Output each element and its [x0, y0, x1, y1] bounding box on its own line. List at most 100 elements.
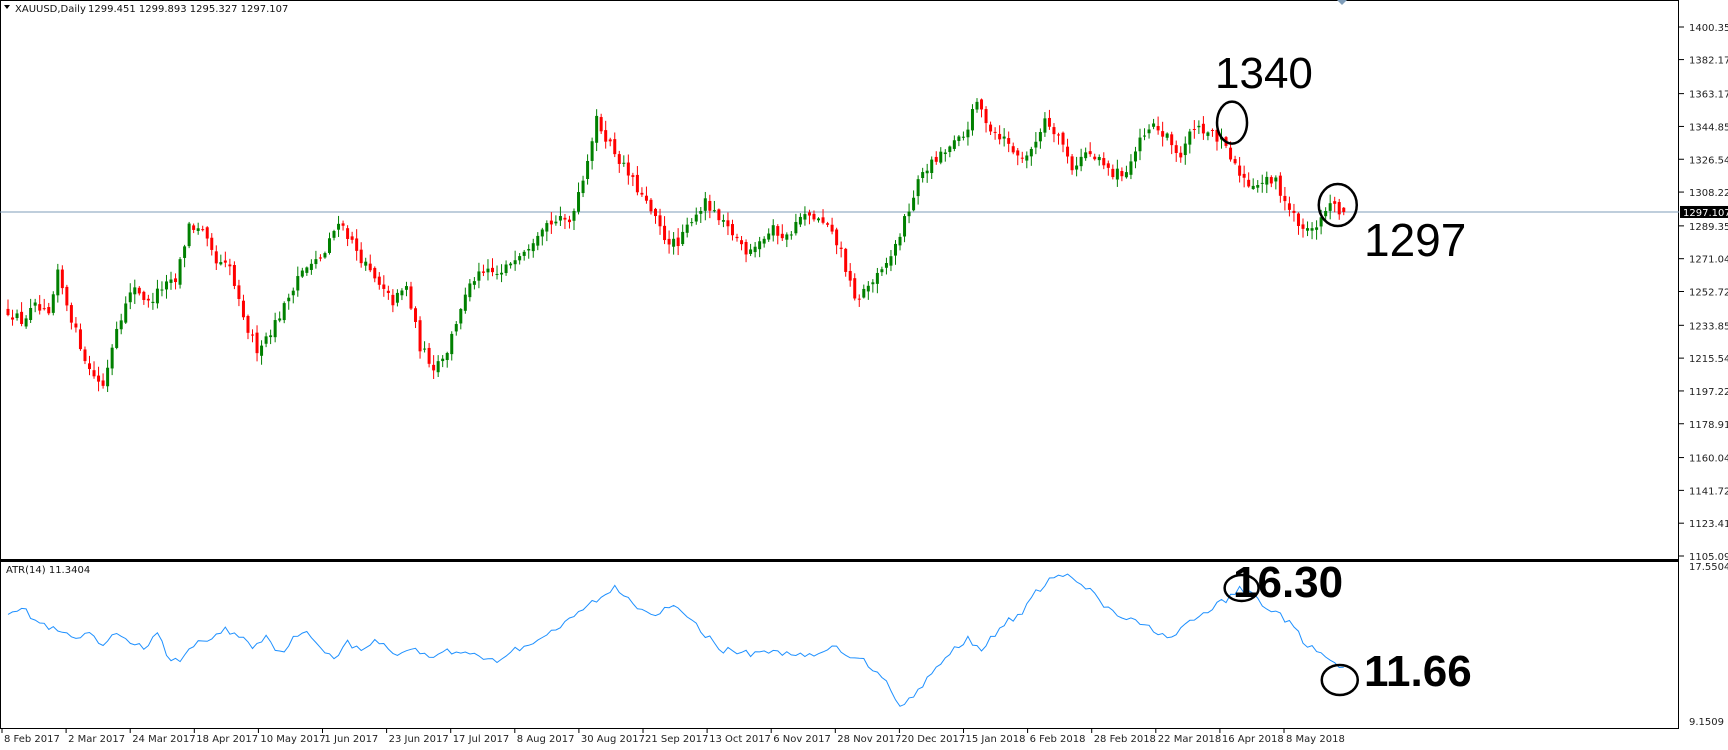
candle: [527, 244, 531, 259]
candle: [155, 279, 159, 309]
atr-line: [7, 573, 1344, 707]
annotation-label: 1297: [1364, 214, 1466, 266]
time-tick-label: 28 Nov 2017: [837, 734, 901, 745]
candle: [663, 216, 667, 245]
candle: [780, 224, 784, 241]
candle: [205, 226, 209, 247]
price-tick-label: 1344.855: [1689, 122, 1728, 133]
candle: [608, 137, 612, 147]
candle: [314, 250, 318, 269]
candle: [853, 273, 857, 301]
candle: [445, 351, 449, 368]
candle: [998, 125, 1002, 145]
candle: [6, 299, 10, 317]
candle: [305, 266, 309, 276]
price-tick-label: 1308.225: [1689, 188, 1728, 199]
main-panel-frame: [0, 0, 1679, 560]
candle: [15, 309, 19, 321]
candle: [708, 194, 712, 219]
candle: [726, 212, 730, 236]
candle: [654, 207, 658, 224]
symbol-menu-triangle-icon[interactable]: [4, 5, 10, 9]
candle: [522, 249, 526, 261]
candle: [106, 359, 110, 393]
candle: [377, 272, 381, 290]
candle: [1084, 147, 1088, 161]
candle: [1328, 194, 1332, 220]
candle: [617, 150, 621, 173]
current-price-label: 1297.107: [1683, 208, 1728, 219]
candle: [1115, 159, 1119, 187]
candle: [287, 293, 291, 310]
candle: [961, 131, 965, 141]
candle: [1242, 165, 1246, 188]
candle: [278, 311, 282, 323]
candle: [119, 313, 123, 335]
candle: [214, 245, 218, 271]
candle: [1129, 154, 1133, 180]
candle: [794, 213, 798, 236]
candle: [232, 261, 236, 290]
candle: [875, 267, 879, 294]
candle: [164, 274, 168, 299]
candle: [1296, 212, 1300, 235]
time-tick-label: 8 Feb 2017: [4, 734, 60, 745]
candle: [1120, 167, 1124, 182]
time-tick-label: 6 Nov 2017: [773, 734, 831, 745]
candle: [1052, 123, 1056, 143]
candle: [771, 219, 775, 242]
candle: [952, 135, 956, 152]
candle: [341, 220, 345, 231]
candle: [1143, 128, 1147, 141]
candle: [916, 175, 920, 205]
candle: [1043, 112, 1047, 137]
candlestick-series: [6, 98, 1346, 393]
candle: [581, 175, 585, 198]
candle: [1260, 174, 1264, 193]
candle: [368, 254, 372, 273]
candle: [975, 98, 979, 113]
candle: [586, 154, 590, 185]
candle: [939, 147, 943, 165]
candle: [776, 224, 780, 245]
annotation-circle: [1223, 573, 1260, 603]
price-tick-label: 1197.225: [1689, 387, 1728, 398]
atr-series: [7, 573, 1344, 707]
candle: [92, 361, 96, 379]
time-tick-label: 8 May 2018: [1286, 734, 1345, 745]
candle: [694, 207, 698, 225]
candle: [830, 217, 834, 235]
candle: [540, 227, 544, 246]
candle: [862, 284, 866, 299]
candle: [821, 209, 825, 225]
candle: [432, 355, 436, 379]
candle: [169, 271, 173, 290]
candle: [1251, 178, 1255, 190]
candle: [785, 232, 789, 248]
candle: [803, 206, 807, 226]
candle: [1088, 142, 1092, 157]
annotation-label: 1340: [1215, 49, 1313, 98]
candle: [450, 331, 454, 361]
candle: [481, 264, 485, 277]
current-price-line: 1297.107: [0, 205, 1728, 219]
candle: [599, 113, 603, 134]
candle: [884, 257, 888, 275]
chart-shift-marker-icon[interactable]: [1337, 0, 1347, 5]
candle: [296, 266, 300, 297]
candle: [1283, 186, 1287, 211]
candle: [427, 343, 431, 368]
candle: [355, 229, 359, 261]
candle: [1093, 153, 1097, 161]
candle: [1174, 140, 1178, 162]
candle: [590, 137, 594, 170]
candle: [1011, 142, 1015, 155]
candle: [866, 281, 870, 300]
candle: [1265, 171, 1269, 194]
candle: [500, 264, 504, 283]
candle: [826, 221, 830, 228]
candle: [595, 109, 599, 152]
price-tick-label: 1252.725: [1689, 288, 1728, 299]
candle: [839, 241, 843, 258]
